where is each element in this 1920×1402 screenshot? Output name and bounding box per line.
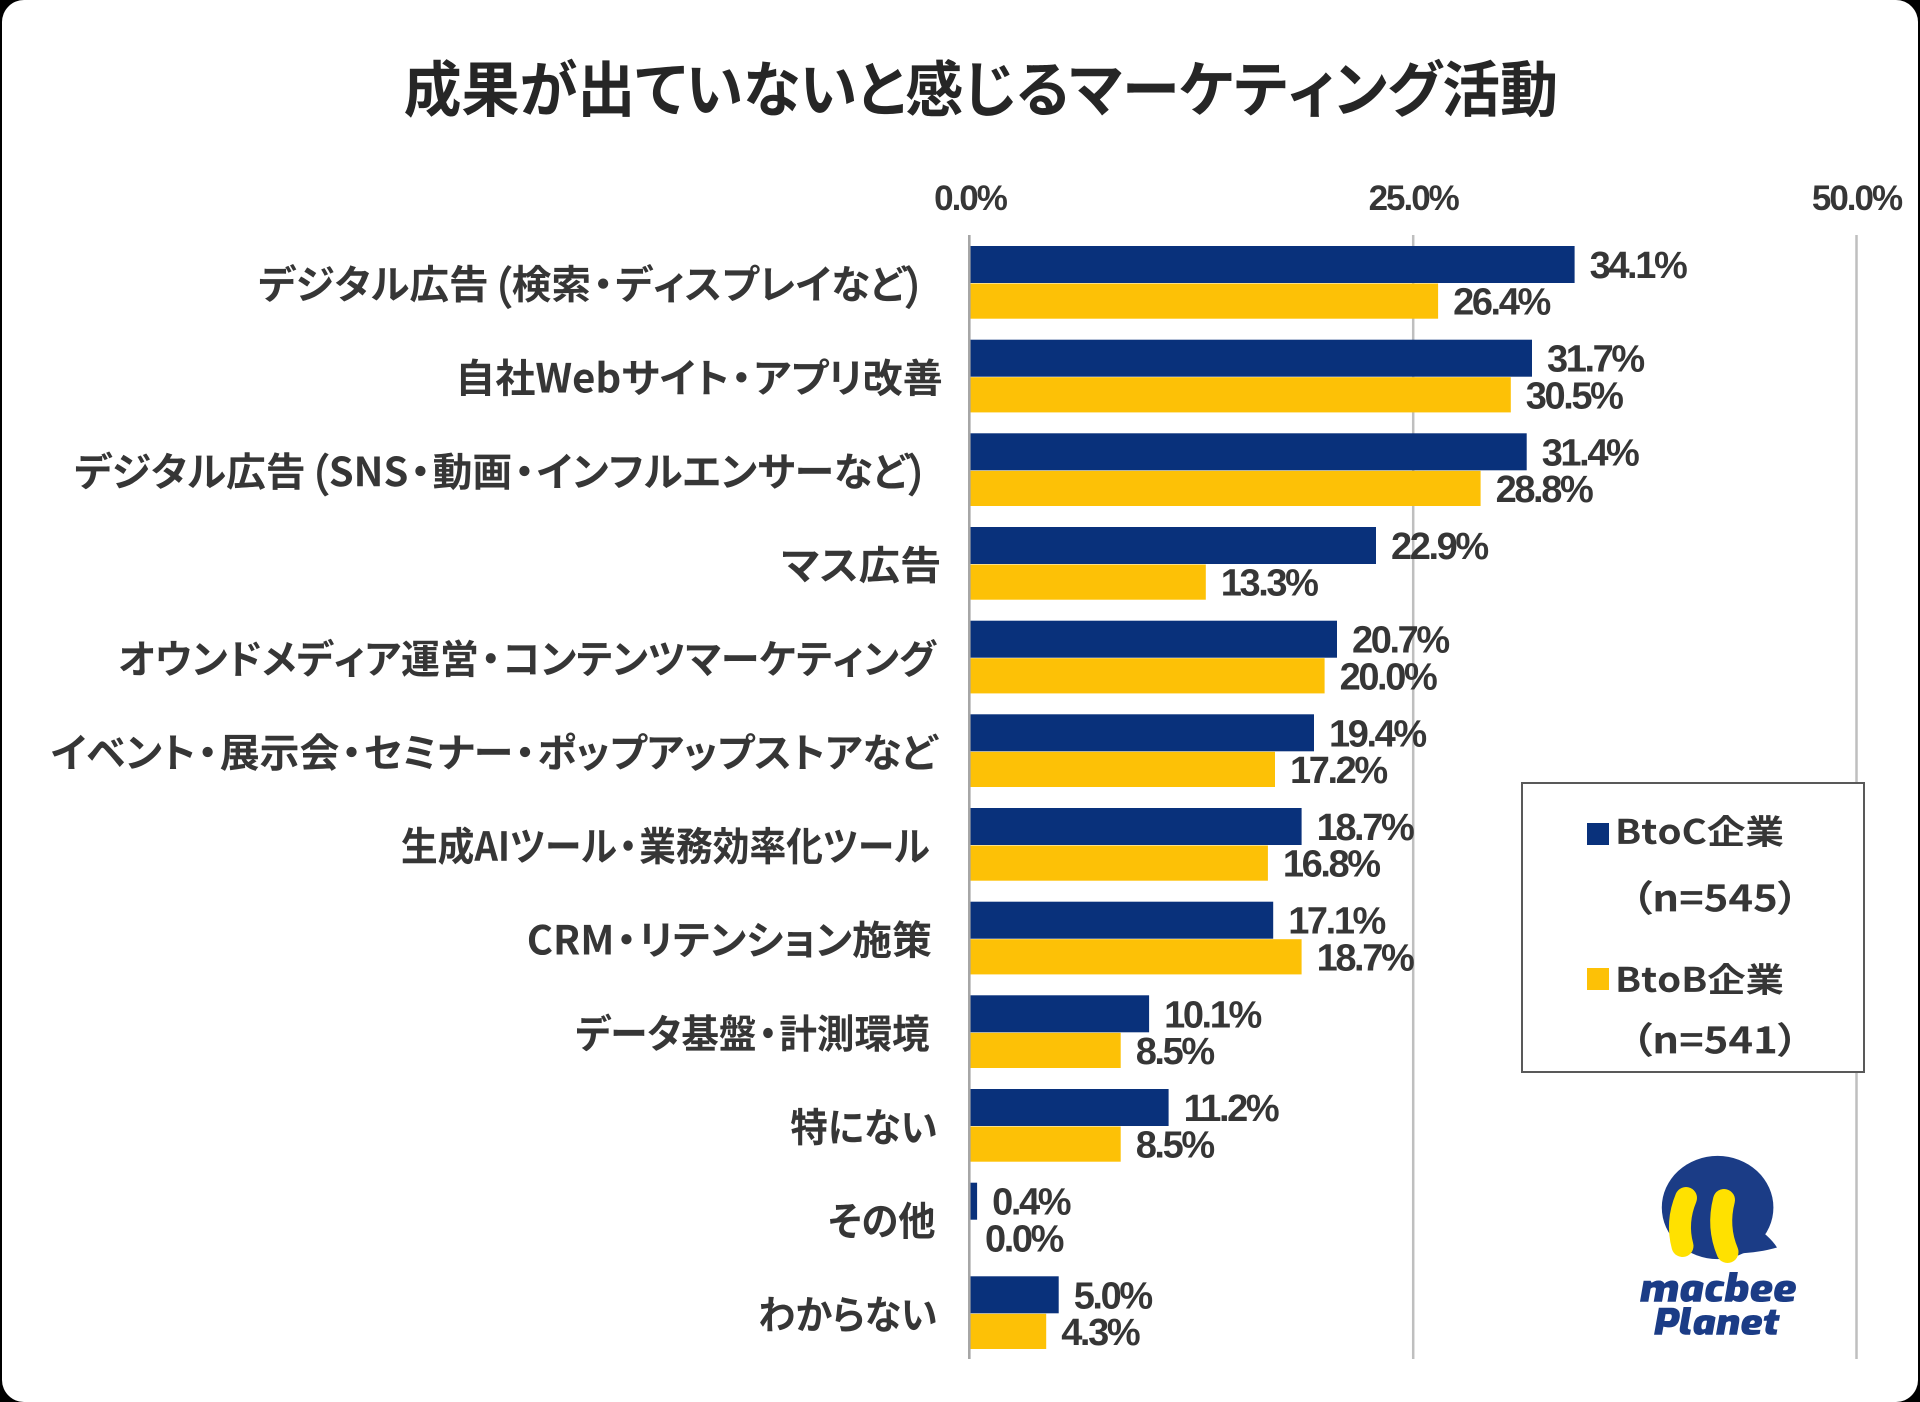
svg-text:25.0%: 25.0% (1369, 179, 1460, 218)
svg-text:0.4%: 0.4% (992, 1182, 1071, 1224)
svg-text:34.1%: 34.1% (1590, 245, 1687, 287)
svg-text:30.5%: 30.5% (1526, 375, 1623, 417)
svg-text:28.8%: 28.8% (1496, 469, 1593, 511)
svg-text:8.5%: 8.5% (1136, 1125, 1215, 1167)
svg-text:31.4%: 31.4% (1542, 432, 1639, 474)
svg-text:0.0%: 0.0% (985, 1218, 1064, 1260)
svg-text:17.1%: 17.1% (1288, 901, 1385, 943)
svg-text:20.7%: 20.7% (1352, 620, 1449, 662)
svg-text:17.2%: 17.2% (1290, 750, 1387, 792)
svg-text:4.3%: 4.3% (1061, 1312, 1140, 1354)
svg-text:18.7%: 18.7% (1317, 937, 1414, 979)
svg-text:18.7%: 18.7% (1317, 807, 1414, 849)
svg-text:11.2%: 11.2% (1184, 1088, 1279, 1130)
svg-text:26.4%: 26.4% (1453, 282, 1550, 324)
svg-text:16.8%: 16.8% (1283, 844, 1380, 886)
svg-text:31.7%: 31.7% (1547, 339, 1644, 381)
svg-text:0.0%: 0.0% (934, 179, 1008, 218)
svg-text:8.5%: 8.5% (1136, 1031, 1215, 1073)
svg-text:19.4%: 19.4% (1329, 713, 1426, 755)
svg-text:50.0%: 50.0% (1812, 179, 1903, 218)
svg-text:13.3%: 13.3% (1221, 563, 1318, 605)
svg-text:20.0%: 20.0% (1340, 656, 1437, 698)
svg-text:10.1%: 10.1% (1164, 994, 1261, 1036)
svg-text:5.0%: 5.0% (1074, 1275, 1153, 1317)
svg-text:22.9%: 22.9% (1391, 526, 1488, 568)
